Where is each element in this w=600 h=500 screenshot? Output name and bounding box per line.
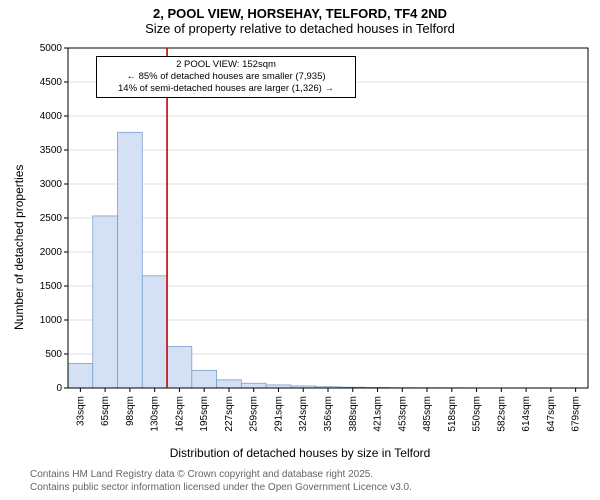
svg-text:453sqm: 453sqm — [397, 396, 408, 432]
svg-text:550sqm: 550sqm — [472, 396, 483, 432]
title-line1: 2, POOL VIEW, HORSEHAY, TELFORD, TF4 2ND — [0, 6, 600, 21]
svg-text:324sqm: 324sqm — [298, 396, 309, 432]
svg-text:485sqm: 485sqm — [422, 396, 433, 432]
annotation-line2: ← 85% of detached houses are smaller (7,… — [101, 71, 351, 83]
svg-text:582sqm: 582sqm — [496, 396, 507, 432]
svg-text:65sqm: 65sqm — [100, 396, 111, 426]
svg-text:2000: 2000 — [40, 247, 62, 258]
chart-title-block: 2, POOL VIEW, HORSEHAY, TELFORD, TF4 2ND… — [0, 0, 600, 36]
chart-area: 0 500 1000 1500 2000 2500 3000 3500 4000 4500 5000… — [40, 42, 590, 442]
svg-text:500: 500 — [45, 349, 62, 360]
annotation-line1: 2 POOL VIEW: 152sqm — [101, 59, 351, 71]
svg-text:162sqm: 162sqm — [174, 396, 185, 432]
svg-text:98sqm: 98sqm — [125, 396, 136, 426]
svg-text:3500: 3500 — [40, 145, 62, 156]
svg-text:1000: 1000 — [40, 315, 62, 326]
svg-text:421sqm: 421sqm — [373, 396, 384, 432]
footer-line1: Contains HM Land Registry data © Crown c… — [30, 469, 412, 482]
svg-text:4000: 4000 — [40, 111, 62, 122]
svg-text:3000: 3000 — [40, 179, 62, 190]
svg-text:0: 0 — [56, 383, 62, 394]
svg-text:518sqm: 518sqm — [447, 396, 458, 432]
title-line2: Size of property relative to detached ho… — [0, 21, 600, 36]
svg-text:388sqm: 388sqm — [348, 396, 359, 432]
svg-text:33sqm: 33sqm — [75, 396, 86, 426]
svg-text:227sqm: 227sqm — [224, 396, 235, 432]
footer-line2: Contains public sector information licen… — [30, 482, 412, 495]
svg-text:130sqm: 130sqm — [150, 396, 161, 432]
svg-text:195sqm: 195sqm — [199, 396, 210, 432]
histogram-svg: 0 500 1000 1500 2000 2500 3000 3500 4000 4500 5000… — [40, 42, 590, 442]
svg-text:647sqm: 647sqm — [546, 396, 557, 432]
annotation-box: 2 POOL VIEW: 152sqm ← 85% of detached ho… — [96, 56, 356, 98]
svg-text:679sqm: 679sqm — [571, 396, 582, 432]
svg-text:356sqm: 356sqm — [323, 396, 334, 432]
svg-text:5000: 5000 — [40, 43, 62, 54]
svg-text:1500: 1500 — [40, 281, 62, 292]
footer-attribution: Contains HM Land Registry data © Crown c… — [30, 469, 412, 494]
annotation-line3: 14% of semi-detached houses are larger (… — [101, 83, 351, 95]
x-axis-label: Distribution of detached houses by size … — [0, 446, 600, 460]
svg-text:259sqm: 259sqm — [249, 396, 260, 432]
svg-text:614sqm: 614sqm — [521, 396, 532, 432]
svg-text:4500: 4500 — [40, 77, 62, 88]
svg-text:291sqm: 291sqm — [273, 396, 284, 432]
y-axis-label: Number of detached properties — [12, 165, 26, 330]
svg-text:2500: 2500 — [40, 213, 62, 224]
